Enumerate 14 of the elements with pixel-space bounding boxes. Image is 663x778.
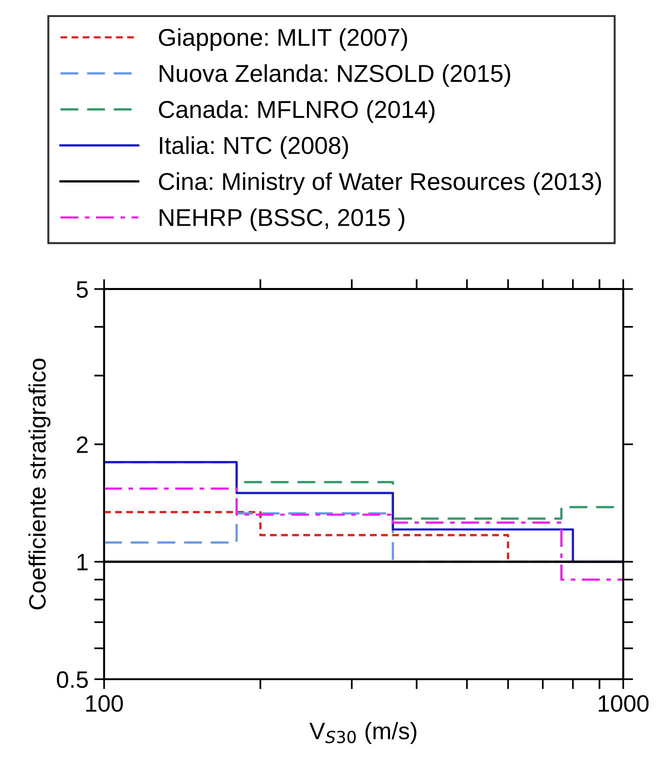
x-tick-label: 1000	[598, 695, 649, 712]
y-tick-label: 2	[76, 436, 88, 453]
y-tick-label: 1	[77, 554, 88, 570]
legend-label: Canada: MFLNRO (2014)	[158, 100, 434, 123]
y-tick-label: 0.5	[56, 671, 88, 688]
x-axis-title: V$_{S30}$ (m/s)	[309, 722, 416, 744]
legend-label: Cina: Ministry of Water Resources (2013)	[158, 172, 602, 195]
legend-label: Nuova Zelanda: NZSOLD (2015)	[160, 64, 510, 87]
y-axis-title: Coefficiente stratigrafico	[28, 358, 50, 610]
y-tick-label: 5	[76, 281, 88, 298]
x-tick-label: 100	[86, 695, 123, 712]
legend-label: Italia: NTC (2008)	[160, 136, 348, 159]
legend-label: Giappone: MLIT (2007)	[158, 28, 408, 51]
legend-label: NEHRP (BSSC, 2015 )	[160, 208, 404, 231]
